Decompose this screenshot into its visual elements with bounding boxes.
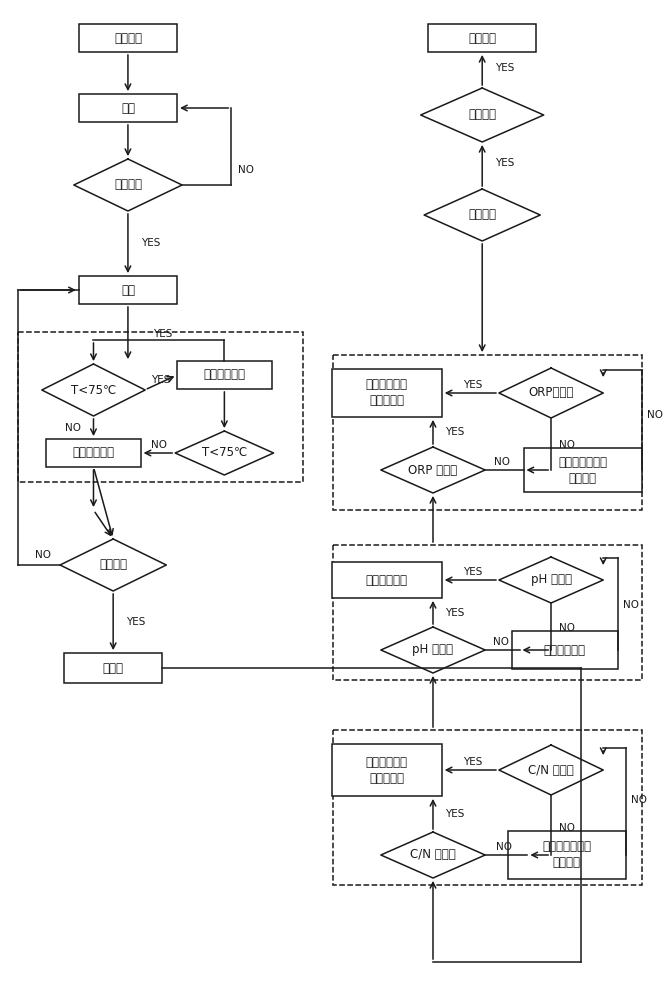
Bar [46,439,141,467]
Bar [523,448,641,492]
Bar [79,94,177,122]
Bar [331,562,442,598]
Bar [331,369,442,417]
Text: pH 设定值: pH 设定值 [412,644,454,656]
Text: NO: NO [151,440,167,450]
Polygon shape [381,447,485,493]
Bar [333,545,641,680]
Text: YES: YES [495,158,515,168]
Text: 酸碱系统开启: 酸碱系统开启 [544,644,586,656]
Text: 进料: 进料 [121,102,135,114]
Bar [79,276,177,304]
Text: YES: YES [151,375,170,385]
Text: 调节池: 调节池 [103,662,124,674]
Bar [512,631,618,669]
Text: 时间控制: 时间控制 [114,178,142,192]
Text: YES: YES [495,63,515,73]
Polygon shape [424,189,540,241]
Polygon shape [499,368,603,418]
Bar [508,831,626,879]
Text: 搅拌系统时间控
制器开启: 搅拌系统时间控 制器开启 [558,456,607,485]
Text: YES: YES [153,329,172,339]
Text: 加热系统开启: 加热系统开启 [203,368,246,381]
Text: YES: YES [126,617,145,627]
Text: 搅拌系统时间
控制器关闭: 搅拌系统时间 控制器关闭 [366,378,408,408]
Text: YES: YES [445,809,464,819]
Bar [331,744,442,796]
Text: C/N 设定值: C/N 设定值 [528,764,574,776]
Polygon shape [60,539,166,591]
Text: YES: YES [141,238,160,248]
Text: 秸秆发酵液进水
系统开启: 秸秆发酵液进水 系统开启 [542,840,592,869]
Text: NO: NO [559,823,575,833]
Text: YES: YES [445,427,464,437]
Bar [428,24,537,52]
Polygon shape [175,431,274,475]
Text: NO: NO [559,440,575,450]
Text: 系统开启: 系统开启 [114,31,142,44]
Polygon shape [421,88,544,142]
Text: 时间控制: 时间控制 [468,209,496,222]
Text: NO: NO [494,457,510,467]
Text: YES: YES [463,380,482,390]
Bar [18,332,303,482]
Text: T<75℃: T<75℃ [71,383,116,396]
Text: NO: NO [647,410,663,420]
Text: NO: NO [35,550,51,560]
Polygon shape [74,159,182,211]
Bar [333,730,641,885]
Text: ORP设定值: ORP设定值 [529,386,574,399]
Text: 秸秆发酵液进
水系统关闭: 秸秆发酵液进 水系统关闭 [366,756,408,784]
Text: YES: YES [463,567,482,577]
Text: 酸碱系统关闭: 酸碱系统关闭 [366,574,408,586]
Text: 系统终止: 系统终止 [468,31,496,44]
Text: ORP 设定值: ORP 设定值 [408,464,457,477]
Text: NO: NO [559,623,575,633]
Text: 沼渣排放: 沼渣排放 [468,108,496,121]
Polygon shape [499,745,603,795]
Text: YES: YES [445,608,464,618]
Bar [64,653,163,683]
Bar [79,24,177,52]
Text: pH 设定值: pH 设定值 [531,574,572,586]
Text: C/N 设定值: C/N 设定值 [410,848,456,861]
Text: NO: NO [238,165,254,175]
Polygon shape [381,627,485,673]
Text: NO: NO [64,423,81,433]
Bar [177,361,272,389]
Text: NO: NO [493,637,509,647]
Text: 加热系统关闭: 加热系统关闭 [72,446,114,460]
Polygon shape [42,364,145,416]
Text: YES: YES [463,757,482,767]
Text: 时间控制: 时间控制 [99,558,127,572]
Polygon shape [499,557,603,603]
Text: 搅拌: 搅拌 [121,284,135,296]
Text: NO: NO [496,842,512,852]
Text: T<75℃: T<75℃ [202,446,247,460]
Bar [333,355,641,510]
Text: NO: NO [623,600,639,610]
Text: NO: NO [631,795,647,805]
Polygon shape [381,832,485,878]
